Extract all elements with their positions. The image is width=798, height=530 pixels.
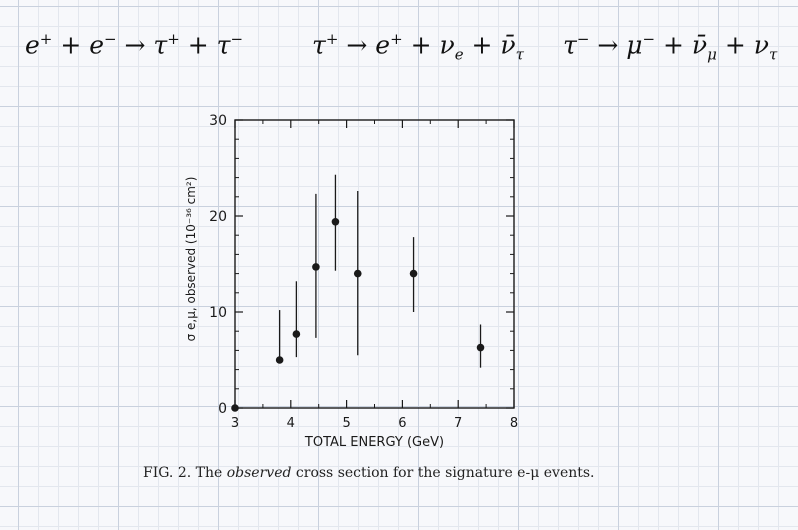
- equation-tau-minus-decay: τ− → μ− + ν̄μ + ντ: [563, 30, 778, 64]
- data-point: [312, 263, 320, 271]
- data-point: [231, 404, 239, 412]
- x-axis-label: TOTAL ENERGY (GeV): [304, 435, 444, 450]
- equation-pair-production: e+ + e− → τ+ + τ−: [25, 30, 244, 60]
- x-tick-label: 8: [510, 416, 518, 431]
- data-point: [353, 269, 362, 278]
- caption-text-before: The: [195, 465, 223, 481]
- figure-label: FIG. 2.: [143, 465, 192, 481]
- caption-emphasis: observed: [226, 465, 292, 481]
- data-point: [275, 356, 284, 364]
- y-tick-label: 0: [218, 401, 227, 417]
- plot-frame: [234, 119, 515, 409]
- x-tick-label: 5: [342, 416, 350, 431]
- figure-caption: FIG. 2. The observed cross section for t…: [143, 463, 613, 484]
- y-tick-label: 30: [209, 113, 227, 129]
- y-tick-label: 20: [209, 209, 227, 225]
- x-tick-label: 4: [287, 416, 295, 431]
- data-point: [476, 343, 485, 352]
- x-tick-label: 7: [454, 416, 462, 431]
- x-tick-label: 3: [231, 416, 239, 431]
- caption-text-after: cross section for the signature e-μ even…: [295, 465, 595, 481]
- data-point: [409, 269, 418, 278]
- x-tick-label: 6: [398, 416, 406, 431]
- y-tick-label: 10: [209, 305, 227, 321]
- data-point: [292, 330, 301, 338]
- data-point: [331, 217, 340, 226]
- equation-tau-plus-decay: τ+ → e+ + νe + ν̄τ: [312, 30, 524, 64]
- y-axis-label: σ e,μ, observed (10⁻³⁶ cm²): [184, 177, 198, 342]
